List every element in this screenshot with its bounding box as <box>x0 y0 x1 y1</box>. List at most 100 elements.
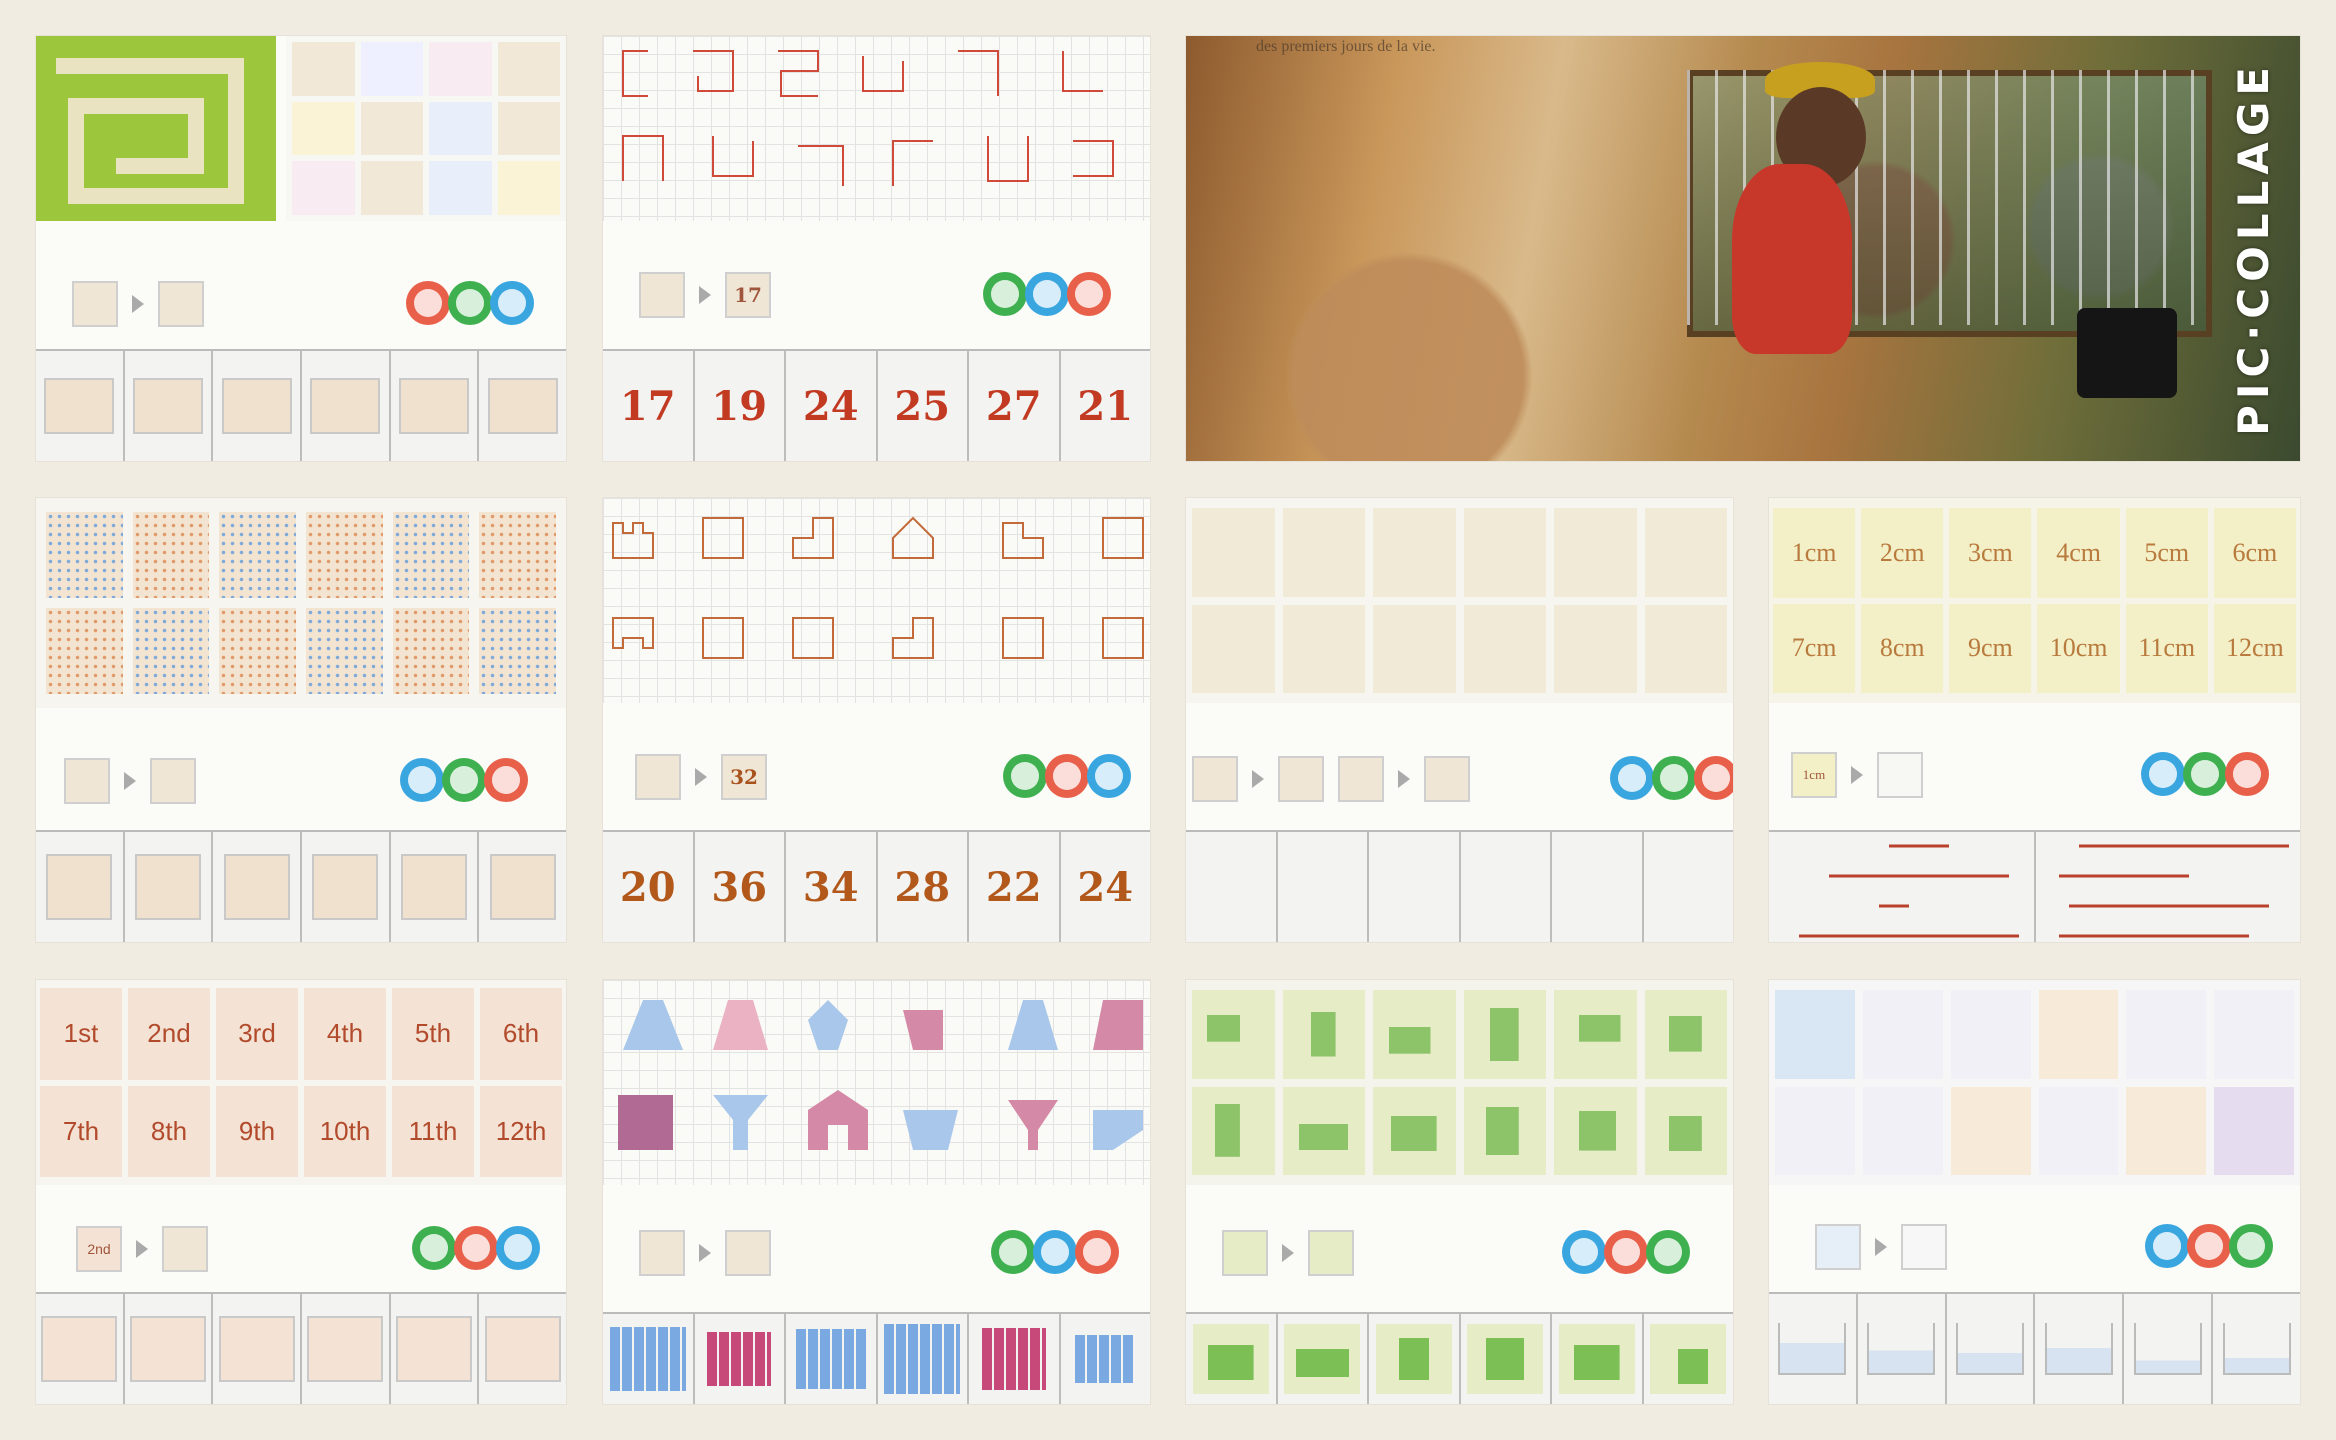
block-card <box>969 1314 1061 1404</box>
wave-card <box>479 1294 566 1404</box>
number-card: 36 <box>695 832 786 942</box>
silhouette-card <box>1644 1314 1734 1404</box>
animal-card <box>1775 1086 1855 1175</box>
frog-card <box>1373 508 1456 597</box>
example-card <box>1308 1230 1354 1276</box>
shape-card <box>1463 990 1546 1079</box>
shape-card <box>479 832 566 942</box>
clover-green <box>1646 1230 1690 1274</box>
path-card <box>302 351 391 461</box>
cat-card <box>2214 1086 2294 1175</box>
path-card <box>391 351 480 461</box>
example-number-card: 17 <box>725 272 771 318</box>
animal-card <box>429 42 492 96</box>
dot-card <box>219 512 296 598</box>
silhouette-card <box>1552 1314 1644 1404</box>
number-card: 34 <box>786 832 878 942</box>
tadpole-card <box>1461 832 1552 942</box>
example-card <box>158 281 204 327</box>
dot-card <box>305 512 383 598</box>
example-card <box>150 758 196 804</box>
dot-card <box>479 608 556 694</box>
clover-blue <box>2141 752 2185 796</box>
dot-card <box>219 608 296 694</box>
clover-green <box>983 272 1027 316</box>
shape-card <box>1192 1086 1275 1175</box>
clover-red <box>1694 756 1733 800</box>
shape-cards-row <box>36 830 566 942</box>
clover-red <box>1067 272 1111 316</box>
clover-blue <box>2145 1224 2189 1268</box>
tile-frog-life-cycle <box>1186 498 1733 942</box>
water-jar-card <box>2213 1294 2300 1404</box>
example-card <box>64 758 110 804</box>
animal-card <box>429 161 492 215</box>
shape-card <box>213 832 303 942</box>
arrow-icon <box>699 1244 711 1262</box>
tile-grid-silhouettes <box>603 980 1150 1404</box>
number-card: 28 <box>878 832 969 942</box>
water-level-row <box>1769 1292 2300 1404</box>
green-silhouette-row <box>1186 1312 1733 1404</box>
shape-card <box>1463 1086 1546 1175</box>
dot-card <box>479 512 556 598</box>
animal-card <box>497 161 560 215</box>
example-card <box>1877 752 1923 798</box>
example-row <box>1222 1230 1354 1276</box>
example-card <box>72 281 118 327</box>
clover-key <box>406 281 534 325</box>
block-card <box>603 1314 695 1404</box>
tadpole-card <box>1552 832 1644 942</box>
frog-card <box>1282 508 1365 597</box>
arrow-icon <box>1282 1244 1294 1262</box>
animal-card <box>360 161 423 215</box>
example-card <box>639 272 685 318</box>
clover-blue <box>400 758 444 802</box>
length-card: 7cm <box>1773 603 1856 693</box>
number-cards-row: 17 19 24 25 27 21 <box>603 349 1150 461</box>
clover-key <box>983 272 1111 316</box>
shape-card <box>1373 990 1456 1079</box>
ordinal-card: 9th <box>216 1085 298 1177</box>
example-row: 17 <box>639 272 771 318</box>
frog-card <box>1644 604 1727 693</box>
animal-card <box>360 101 423 156</box>
wave-card <box>391 1294 480 1404</box>
animal-card <box>2038 1086 2119 1175</box>
length-card: 9cm <box>1949 603 2032 693</box>
example-row: 1cm <box>1791 752 1923 798</box>
arrow-icon <box>1252 770 1264 788</box>
water-jar-card <box>1858 1294 1947 1404</box>
length-card: 10cm <box>2037 603 2120 693</box>
tile-dot-grids <box>36 498 566 942</box>
frog-card <box>1644 508 1727 597</box>
shape-card <box>1373 1086 1456 1175</box>
path-card <box>125 351 214 461</box>
clover-red <box>2225 752 2269 796</box>
length-lines <box>1799 832 2289 942</box>
wave-card <box>302 1294 391 1404</box>
tile-storybook-illustration: des premiers jours de la vie. PIC·COLLAG… <box>1186 36 2300 461</box>
clover-blue <box>1562 1230 1606 1274</box>
shape-card <box>1554 1086 1637 1175</box>
dot-card <box>392 512 470 598</box>
clover-blue <box>1033 1230 1077 1274</box>
animal-card <box>497 42 560 96</box>
example-card <box>635 754 681 800</box>
silhouette-shapes <box>618 1000 1143 1150</box>
ordinal-card: 8th <box>128 1085 210 1177</box>
clover-green <box>1652 756 1696 800</box>
tile-green-shapes <box>1186 980 1733 1404</box>
example-row <box>639 1230 771 1276</box>
length-card: 2cm <box>1861 508 1944 598</box>
shape-card <box>302 832 391 942</box>
pic-collage-watermark: PIC·COLLAGE <box>2228 61 2278 436</box>
animal-card <box>292 101 355 156</box>
number-card: 24 <box>1077 863 1134 911</box>
tadpole-card <box>1186 832 1278 942</box>
dot-card <box>392 608 470 694</box>
frog-card <box>1192 508 1275 597</box>
animal-card <box>429 101 492 156</box>
ordinal-card: 2nd <box>128 988 210 1080</box>
length-cards: 1cm 2cm 3cm 4cm 5cm 6cm 7cm 8cm 9cm 10cm… <box>1769 498 2300 703</box>
